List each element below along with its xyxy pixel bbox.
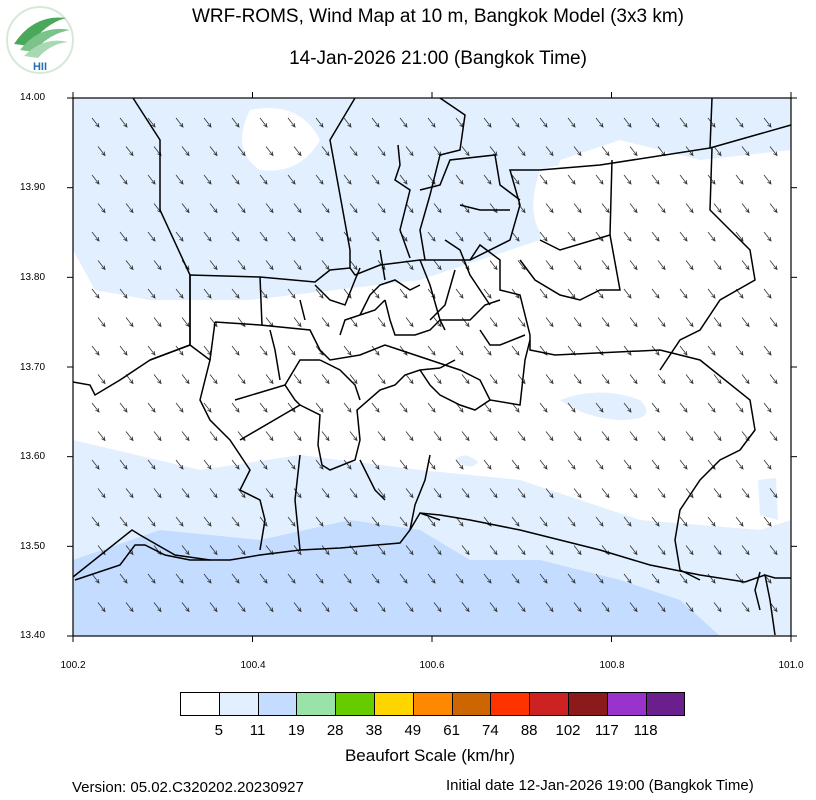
legend-bin <box>296 692 336 716</box>
x-tick-label: 101.0 <box>766 660 816 671</box>
y-tick-label: 14.00 <box>20 92 68 103</box>
y-tick-label: 13.80 <box>20 272 68 283</box>
x-tick-label: 100.8 <box>587 660 637 671</box>
y-tick-label: 13.50 <box>20 541 68 552</box>
legend-bin <box>374 692 414 716</box>
legend-label: 19 <box>276 722 316 739</box>
legend-label: 102 <box>548 722 588 739</box>
y-tick-label: 13.40 <box>20 630 68 641</box>
legend-bin <box>413 692 453 716</box>
x-tick-label: 100.2 <box>48 660 98 671</box>
version-text: Version: 05.02.C320202.20230927 <box>72 779 304 796</box>
legend-bin <box>568 692 608 716</box>
y-tick-label: 13.90 <box>20 182 68 193</box>
y-tick-label: 13.60 <box>20 451 68 462</box>
legend-bin <box>258 692 298 716</box>
x-tick-label: 100.4 <box>228 660 278 671</box>
legend-bin <box>335 692 375 716</box>
legend-bin <box>529 692 569 716</box>
legend-label: 118 <box>626 722 666 739</box>
x-tick-label: 100.6 <box>407 660 457 671</box>
legend-bin <box>646 692 686 716</box>
legend-bin <box>180 692 220 716</box>
legend-label: 5 <box>199 722 239 739</box>
legend-label: 117 <box>587 722 627 739</box>
legend-title: Beaufort Scale (km/hr) <box>0 746 816 766</box>
y-tick-label: 13.70 <box>20 362 68 373</box>
legend-label: 88 <box>509 722 549 739</box>
initial-date-text: Initial date 12-Jan-2026 19:00 (Bangkok … <box>446 777 754 794</box>
legend-label: 11 <box>238 722 278 739</box>
legend-label: 74 <box>470 722 510 739</box>
legend-label: 28 <box>315 722 355 739</box>
legend-label: 49 <box>393 722 433 739</box>
legend-label: 61 <box>432 722 472 739</box>
legend-bin <box>607 692 647 716</box>
legend-bin <box>452 692 492 716</box>
legend-label: 38 <box>354 722 394 739</box>
legend-bin <box>219 692 259 716</box>
legend-bin <box>490 692 530 716</box>
